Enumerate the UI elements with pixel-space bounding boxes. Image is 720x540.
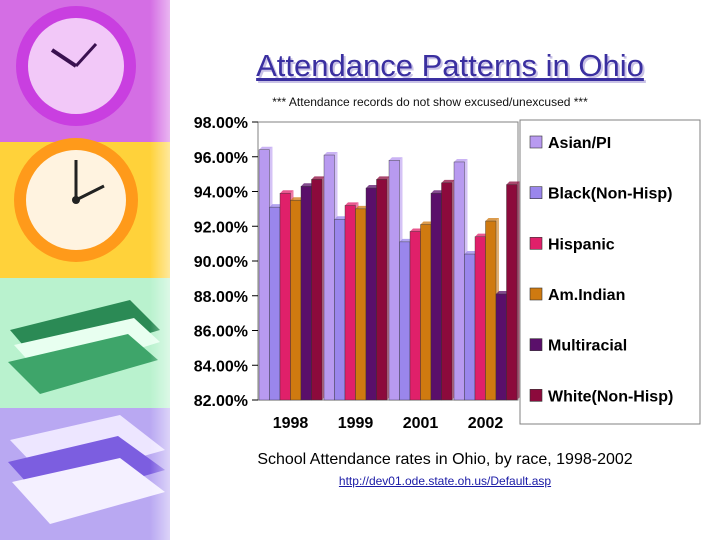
attendance-bar-chart: 98.00% 96.00% 94.00% 92.00% 90.00% 88.00% 86.0… xyxy=(194,115,701,432)
strip-fade xyxy=(150,0,190,540)
chart-caption: School Attendance rates in Ohio, by race… xyxy=(257,451,633,468)
legend-entry: Asian/PI xyxy=(548,135,611,152)
y-tick-label: 82.00% xyxy=(194,393,248,410)
legend-swatch xyxy=(529,389,543,402)
legend-swatch xyxy=(529,338,543,351)
green-books-icon xyxy=(8,300,160,394)
y-tick-label: 86.00% xyxy=(194,324,248,341)
legend-entry: Am.Indian xyxy=(548,287,625,304)
chart-note: *** Attendance records do not show excus… xyxy=(272,95,588,109)
legend-entry: Black(Non-Hisp) xyxy=(548,186,672,203)
y-tick-label: 90.00% xyxy=(194,254,248,271)
legend-entry: Hispanic xyxy=(548,236,615,253)
y-tick-label: 94.00% xyxy=(194,185,248,202)
legend-swatch xyxy=(529,135,543,149)
legend-entry: White(Non-Hisp) xyxy=(548,388,673,405)
orange-clock-icon xyxy=(14,138,138,262)
purple-clock-icon xyxy=(16,6,136,126)
x-tick-label: 1999 xyxy=(338,415,374,432)
x-tick-label: 2002 xyxy=(468,415,504,432)
y-tick-label: 92.00% xyxy=(194,219,248,236)
legend-swatch xyxy=(529,186,543,199)
legend xyxy=(519,119,701,425)
y-tick-label: 98.00% xyxy=(194,115,248,132)
y-tick-label: 88.00% xyxy=(194,289,248,306)
legend-swatch xyxy=(529,287,543,301)
purple-books-icon xyxy=(8,415,165,524)
y-tick-label: 84.00% xyxy=(194,358,248,375)
y-tick-label: 96.00% xyxy=(194,150,248,167)
legend-swatch xyxy=(529,237,543,250)
bar xyxy=(311,176,325,401)
page-title: Attendance Patterns in Ohio xyxy=(256,48,644,83)
bar xyxy=(441,179,455,401)
x-tick-label: 2001 xyxy=(403,415,439,432)
source-link[interactable]: http://dev01.ode.state.oh.us/Default.asp xyxy=(338,474,552,488)
bar xyxy=(376,176,390,401)
decorative-photo-strip xyxy=(0,0,170,540)
x-tick-label: 1998 xyxy=(273,415,309,432)
bar xyxy=(506,181,520,401)
legend-entry: Multiracial xyxy=(548,338,627,355)
